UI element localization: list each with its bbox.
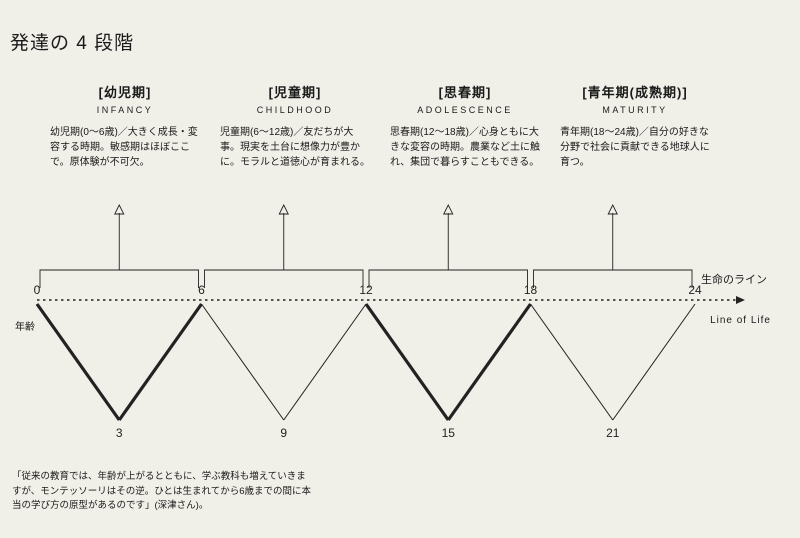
stage-header-jp: [児童期]	[216, 82, 374, 101]
stage-desc: 思春期(12～18歳)／心身ともに大きな変容の時期。農業など土に触れ、集団で暮ら…	[386, 125, 544, 170]
svg-text:18: 18	[524, 283, 538, 297]
stage-maturity: [青年期(成熟期)] MATURITY 青年期(18～24歳)／自分の好きな分野…	[550, 82, 720, 170]
stage-header-jp: [幼児期]	[46, 82, 204, 101]
svg-text:15: 15	[442, 426, 456, 440]
svg-text:9: 9	[280, 426, 287, 440]
life-line-label-jp: 生命のライン	[701, 271, 767, 287]
stage-infancy: [幼児期] INFANCY 幼児期(0～6歳)／大きく成長・変容する時期。敏感期…	[40, 82, 210, 170]
stage-desc: 児童期(6～12歳)／友だちが大事。現実を土台に想像力が豊かに。モラルと道徳心が…	[216, 125, 374, 170]
stage-header-jp: [思春期]	[386, 82, 544, 101]
stage-desc: 幼児期(0～6歳)／大きく成長・変容する時期。敏感期はほぼここで。原体験が不可欠…	[46, 125, 204, 170]
age-label: 年齢	[15, 318, 35, 333]
timeline-svg: 06121824391521	[15, 195, 775, 455]
stage-header-en: MATURITY	[556, 105, 714, 115]
stage-childhood: [児童期] CHILDHOOD 児童期(6～12歳)／友だちが大事。現実を土台に…	[210, 82, 380, 170]
footer-quote: 「従来の教育では、年齢が上がるとともに、学ぶ教科も増えていきますが、モンテッソー…	[12, 470, 312, 514]
svg-text:3: 3	[116, 426, 123, 440]
stage-adolescence: [思春期] ADOLESCENCE 思春期(12～18歳)／心身ともに大きな変容…	[380, 82, 550, 170]
stage-desc: 青年期(18～24歳)／自分の好きな分野で社会に貢献できる地球人に育つ。	[556, 125, 714, 170]
stage-header-en: INFANCY	[46, 105, 204, 115]
stage-header-jp: [青年期(成熟期)]	[556, 82, 714, 101]
svg-text:24: 24	[688, 283, 702, 297]
stage-header-en: CHILDHOOD	[216, 105, 374, 115]
stages-row: [幼児期] INFANCY 幼児期(0～6歳)／大きく成長・変容する時期。敏感期…	[40, 82, 720, 170]
svg-text:21: 21	[606, 426, 620, 440]
life-line-label-en: Line of Life	[710, 315, 771, 326]
svg-text:12: 12	[359, 283, 373, 297]
page-title: 発達の 4 段階	[10, 28, 134, 55]
timeline-diagram: 06121824391521 生命のライン Line of Life 年齢	[15, 195, 775, 455]
stage-header-en: ADOLESCENCE	[386, 105, 544, 115]
